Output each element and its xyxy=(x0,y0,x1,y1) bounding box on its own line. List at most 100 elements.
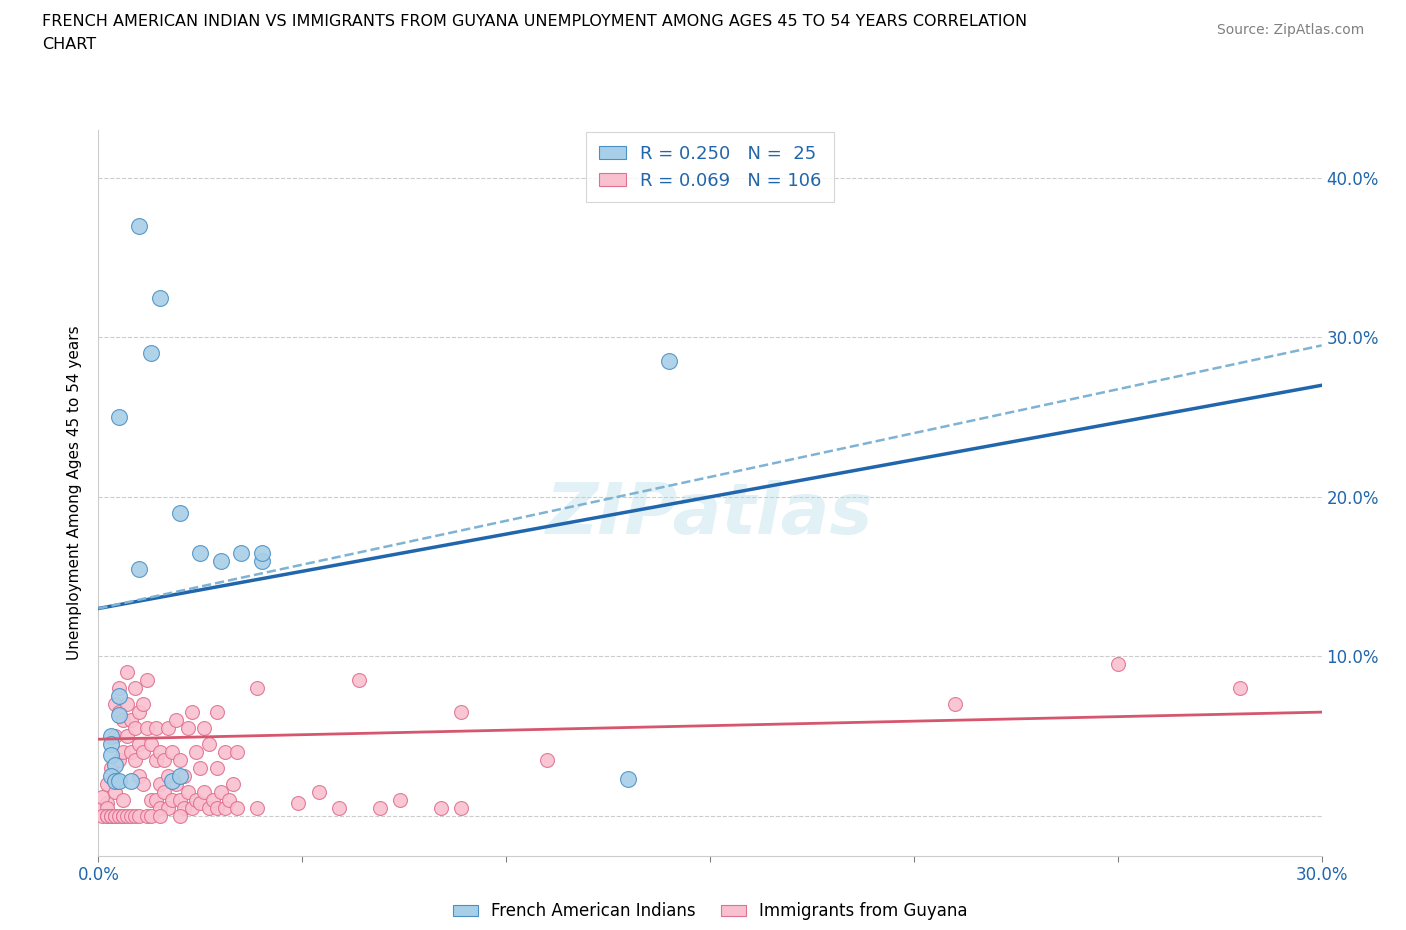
Point xyxy=(943,697,966,711)
Point xyxy=(115,808,138,823)
Point xyxy=(193,784,215,799)
Point xyxy=(231,545,253,560)
Point xyxy=(91,790,114,804)
Point xyxy=(160,745,183,760)
Point xyxy=(226,801,249,816)
Point xyxy=(136,672,159,687)
Point xyxy=(141,808,163,823)
Point xyxy=(149,808,172,823)
Point xyxy=(169,505,191,520)
Point xyxy=(389,792,412,807)
Point xyxy=(96,777,118,791)
Point xyxy=(186,745,208,760)
Point xyxy=(104,773,127,788)
Point xyxy=(201,792,224,807)
Point xyxy=(96,808,118,823)
Point xyxy=(169,808,191,823)
Point xyxy=(450,705,472,720)
Point xyxy=(152,752,174,767)
Point xyxy=(156,801,179,816)
Point xyxy=(108,708,131,723)
Point xyxy=(108,705,131,720)
Point xyxy=(205,705,228,720)
Point xyxy=(120,808,142,823)
Point xyxy=(149,290,172,305)
Point xyxy=(193,721,215,736)
Point xyxy=(209,784,232,799)
Point xyxy=(214,745,236,760)
Point xyxy=(214,801,236,816)
Point xyxy=(128,808,150,823)
Point xyxy=(430,801,453,816)
Point xyxy=(108,681,131,696)
Point xyxy=(205,801,228,816)
Text: CHART: CHART xyxy=(42,37,96,52)
Point xyxy=(617,772,640,787)
Point xyxy=(128,561,150,576)
Point xyxy=(104,784,127,799)
Point xyxy=(120,773,142,788)
Point xyxy=(149,745,172,760)
Point xyxy=(104,808,127,823)
Point xyxy=(246,681,269,696)
Point xyxy=(115,728,138,743)
Point xyxy=(173,801,195,816)
Point xyxy=(124,752,146,767)
Point xyxy=(111,808,134,823)
Point xyxy=(108,410,131,425)
Point xyxy=(450,801,472,816)
Point xyxy=(104,728,127,743)
Point xyxy=(222,777,245,791)
Point xyxy=(181,705,204,720)
Point xyxy=(100,768,122,783)
Point xyxy=(111,792,134,807)
Text: Source: ZipAtlas.com: Source: ZipAtlas.com xyxy=(1216,23,1364,37)
Point xyxy=(188,795,212,810)
Legend: French American Indians, Immigrants from Guyana: French American Indians, Immigrants from… xyxy=(446,896,974,927)
Point xyxy=(124,721,146,736)
Point xyxy=(1229,681,1251,696)
Point xyxy=(100,748,122,763)
Point xyxy=(104,808,127,823)
Point xyxy=(128,219,150,233)
Point xyxy=(149,801,172,816)
Point xyxy=(96,795,118,810)
Point xyxy=(111,712,134,727)
Point xyxy=(287,795,309,810)
Point xyxy=(128,768,150,783)
Point xyxy=(136,721,159,736)
Point xyxy=(226,745,249,760)
Point xyxy=(152,784,174,799)
Point xyxy=(120,745,142,760)
Point xyxy=(132,777,155,791)
Point xyxy=(145,792,167,807)
Point xyxy=(100,737,122,751)
Point xyxy=(100,808,122,823)
Point xyxy=(145,721,167,736)
Point xyxy=(368,801,391,816)
Point xyxy=(169,792,191,807)
Text: FRENCH AMERICAN INDIAN VS IMMIGRANTS FROM GUYANA UNEMPLOYMENT AMONG AGES 45 TO 5: FRENCH AMERICAN INDIAN VS IMMIGRANTS FRO… xyxy=(42,14,1028,29)
Point xyxy=(308,784,330,799)
Point xyxy=(108,773,131,788)
Point xyxy=(124,681,146,696)
Point xyxy=(250,545,273,560)
Point xyxy=(658,354,681,369)
Point xyxy=(96,808,118,823)
Point xyxy=(108,752,131,767)
Point xyxy=(205,761,228,776)
Point xyxy=(136,808,159,823)
Point xyxy=(188,761,212,776)
Point xyxy=(111,808,134,823)
Point xyxy=(209,553,232,568)
Point xyxy=(100,808,122,823)
Text: ZIPatlas: ZIPatlas xyxy=(547,480,873,549)
Point xyxy=(169,768,191,783)
Point xyxy=(115,697,138,711)
Point xyxy=(165,712,187,727)
Point xyxy=(197,737,219,751)
Point xyxy=(186,792,208,807)
Point xyxy=(132,697,155,711)
Point xyxy=(250,553,273,568)
Point xyxy=(160,773,183,788)
